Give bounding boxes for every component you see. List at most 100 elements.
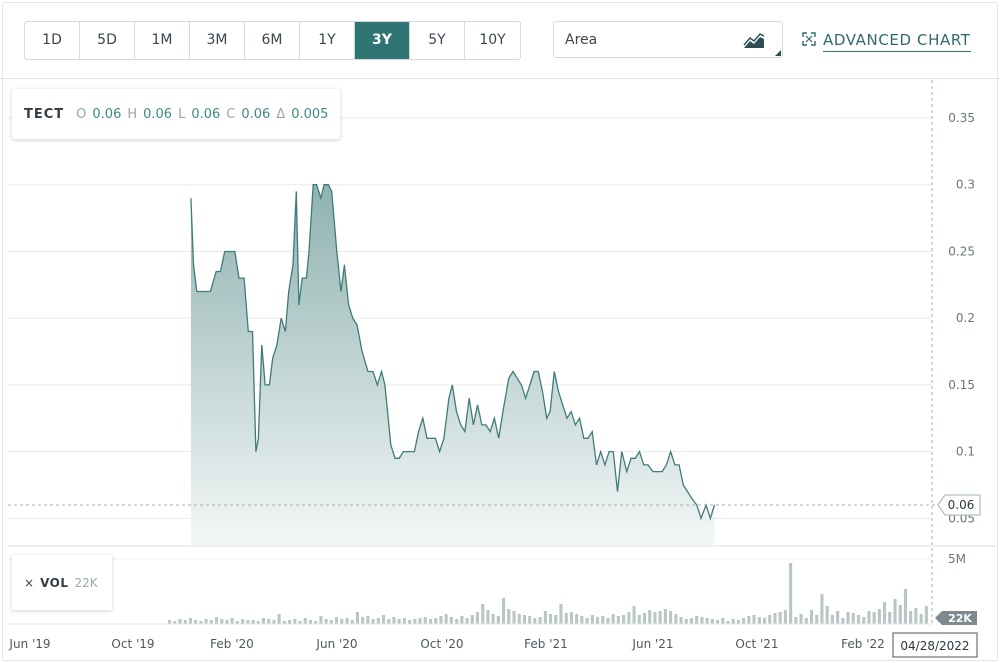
- volume-bar: [486, 610, 490, 624]
- volume-bar: [575, 614, 579, 624]
- volume-bar: [319, 616, 323, 624]
- volume-bar: [470, 615, 474, 624]
- volume-bar: [434, 618, 438, 624]
- volume-bar: [580, 616, 584, 624]
- chart-type-label: Area: [565, 32, 598, 48]
- volume-bar: [345, 618, 349, 624]
- volume-bar: [830, 615, 834, 624]
- range-button-3m[interactable]: 3M: [190, 22, 245, 59]
- range-button-1m[interactable]: 1M: [135, 22, 190, 59]
- volume-legend: × VOL 22K: [12, 555, 112, 610]
- corner-resize-icon: [775, 50, 781, 56]
- last-date-label: 04/28/2022: [900, 639, 969, 653]
- y-tick-label: 0.3: [956, 178, 975, 192]
- x-tick-label: Oct '19: [111, 637, 154, 651]
- volume-bar: [350, 620, 354, 624]
- volume-bar: [653, 612, 657, 624]
- volume-bar: [183, 620, 187, 624]
- volume-bar: [298, 621, 302, 624]
- x-tick-label: Feb '21: [524, 637, 568, 651]
- area-chart-icon: [743, 33, 765, 48]
- range-button-5d[interactable]: 5D: [80, 22, 135, 59]
- volume-bar: [267, 619, 271, 624]
- volume-bar: [340, 619, 344, 624]
- volume-bar: [569, 612, 573, 624]
- volume-bar: [235, 621, 239, 624]
- volume-bar: [418, 618, 422, 624]
- volume-bar: [355, 612, 359, 624]
- volume-bar: [606, 618, 610, 624]
- volume-bar: [460, 616, 464, 624]
- volume-bar: [872, 612, 876, 624]
- volume-bar: [622, 615, 626, 624]
- volume-bar: [251, 620, 255, 624]
- x-tick-label: Oct '21: [735, 637, 778, 651]
- last-date-box: [892, 632, 978, 658]
- volume-bar: [590, 615, 594, 624]
- range-button-1d[interactable]: 1D: [25, 22, 80, 59]
- volume-bar: [841, 618, 845, 624]
- x-tick-label: Jun '21: [631, 637, 673, 651]
- volume-bar: [481, 604, 485, 624]
- volume-bar: [642, 613, 646, 624]
- volume-bar: [820, 594, 824, 624]
- advanced-chart-link[interactable]: ADVANCED CHART: [823, 31, 971, 52]
- volume-bar: [804, 618, 808, 624]
- volume-bar: [366, 616, 370, 624]
- volume-bar: [246, 620, 250, 624]
- open-value: 0.06: [92, 106, 122, 122]
- volume-bar: [867, 611, 871, 624]
- volume-bar: [862, 617, 866, 624]
- range-button-3y[interactable]: 3Y: [355, 22, 410, 59]
- volume-bar: [361, 617, 365, 624]
- close-label: C: [226, 106, 236, 122]
- high-label: H: [127, 106, 138, 122]
- close-icon[interactable]: ×: [24, 575, 35, 590]
- chart-type-select[interactable]: Area: [553, 21, 783, 58]
- volume-bar: [794, 617, 798, 624]
- volume-bar: [554, 615, 558, 624]
- volume-bar: [611, 614, 615, 624]
- volume-bar: [314, 621, 318, 624]
- volume-bar: [601, 616, 605, 624]
- advanced-chart-label: ADVANCED CHART: [823, 31, 971, 49]
- range-button-1y[interactable]: 1Y: [300, 22, 355, 59]
- volume-bar: [632, 606, 636, 624]
- volume-bar: [919, 614, 923, 624]
- range-button-10y[interactable]: 10Y: [479, 32, 506, 48]
- volume-bar: [209, 620, 213, 624]
- volume-bar: [747, 616, 751, 624]
- last-price-tag: [937, 494, 981, 516]
- volume-bar: [596, 617, 600, 624]
- volume-bar: [465, 618, 469, 624]
- volume-bar: [256, 621, 260, 624]
- volume-bar: [877, 609, 881, 624]
- volume-bar: [491, 614, 495, 624]
- volume-bar: [637, 615, 641, 624]
- volume-bar: [883, 602, 887, 624]
- volume-bar: [815, 615, 819, 624]
- volume-bar: [220, 619, 224, 624]
- volume-bar: [225, 620, 229, 624]
- x-tick-label: Oct '20: [420, 637, 463, 651]
- volume-bar: [616, 616, 620, 624]
- price-line: [190, 184, 716, 521]
- y-tick-label: 0.1: [956, 445, 975, 459]
- volume-bar: [188, 618, 192, 624]
- volume-bar: [392, 617, 396, 624]
- volume-bar: [689, 618, 693, 624]
- volume-bar: [549, 614, 553, 624]
- y-tick-label: 0.2: [956, 311, 975, 325]
- volume-bar: [564, 613, 568, 624]
- y-tick-label: 0.35: [948, 111, 975, 125]
- volume-bar: [528, 616, 532, 624]
- range-button-6m[interactable]: 6M: [245, 22, 300, 59]
- chart-toolbar: 1D 5D 1M 3M 6M 1Y 3Y 5Y 10Y Area ADVANCED CHART: [0, 0, 1000, 79]
- volume-bar: [810, 610, 814, 624]
- expand-icon[interactable]: [802, 32, 816, 46]
- volume-bar: [272, 620, 276, 624]
- volume-bar: [423, 617, 427, 624]
- volume-bar: [173, 621, 177, 624]
- volume-bar: [382, 615, 386, 624]
- range-button-5y[interactable]: 5Y: [410, 22, 465, 59]
